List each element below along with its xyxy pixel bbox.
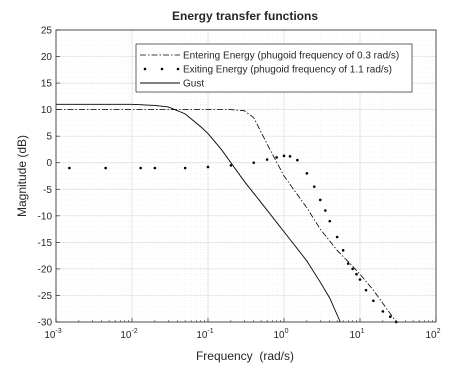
- data-point: [335, 235, 339, 239]
- y-tick-label: -15: [38, 238, 53, 249]
- chart-title: Energy transfer functions: [172, 9, 318, 23]
- x-tick-label: 102: [425, 328, 440, 341]
- data-point: [183, 166, 187, 170]
- x-tick-label: 101: [349, 328, 364, 341]
- data-point: [372, 299, 375, 303]
- series-layer: [56, 103, 398, 324]
- y-tick-label: -20: [38, 264, 53, 275]
- x-tick-label: 100: [273, 328, 288, 341]
- axis-ticks: [55, 29, 437, 323]
- legend-label: Entering Energy (phugoid frequency of 0.…: [183, 51, 399, 62]
- legend-entry-entering-energy: Entering Energy (phugoid frequency of 0.…: [140, 51, 399, 62]
- x-tick-label: 10-1: [196, 328, 213, 341]
- data-point: [282, 154, 286, 158]
- legend-label: Gust: [183, 79, 204, 90]
- data-point: [206, 165, 210, 169]
- legend-entries: Entering Energy (phugoid frequency of 0.…: [140, 51, 399, 90]
- y-tick-label: 10: [41, 105, 53, 116]
- y-tick-label: 0: [46, 158, 52, 169]
- data-point: [68, 166, 71, 170]
- series-gust: [56, 103, 341, 323]
- data-point: [312, 185, 316, 188]
- data-point: [305, 172, 309, 175]
- data-point: [381, 310, 385, 313]
- legend-marker: [176, 67, 180, 71]
- y-tick-label: -30: [38, 318, 53, 329]
- data-point: [318, 198, 322, 202]
- data-point: [358, 278, 362, 281]
- x-tick-label: 10-2: [120, 328, 137, 341]
- x-tick-label: 10-3: [44, 328, 61, 341]
- data-point: [341, 249, 345, 252]
- data-point: [104, 166, 107, 170]
- data-point: [351, 267, 354, 271]
- data-point: [355, 272, 358, 276]
- data-point: [388, 315, 392, 318]
- data-point: [346, 262, 350, 265]
- legend-label: Exiting Energy (phugoid frequency of 1.1…: [183, 65, 392, 76]
- series-exiting-energy: [68, 154, 398, 324]
- y-tick-label: -25: [38, 291, 53, 302]
- legend-marker: [143, 67, 147, 71]
- data-point: [252, 161, 256, 165]
- y-tick-label: -5: [43, 185, 52, 196]
- tick-labels: 10-3 10-2 10-1 100 101 102 25 20 15 10 5 0 -5 -10 -15 -…: [38, 26, 441, 342]
- data-point: [328, 219, 332, 223]
- legend-entry-exiting-energy: Exiting Energy (phugoid frequency of 1.1…: [143, 65, 392, 76]
- data-point: [229, 164, 233, 167]
- y-tick-label: 15: [41, 79, 53, 90]
- data-point: [288, 155, 292, 158]
- legend-marker: [160, 67, 164, 71]
- legend-entry-gust: Gust: [140, 79, 204, 90]
- data-point: [296, 158, 299, 162]
- y-tick-label: 5: [46, 132, 52, 143]
- legend-box: [135, 43, 413, 93]
- axes-box: [55, 29, 437, 323]
- data-point: [324, 209, 327, 212]
- y-tick-label: 20: [41, 52, 53, 63]
- data-point: [153, 166, 157, 170]
- data-point: [364, 288, 368, 292]
- legend: Entering Energy (phugoid frequency of 0.…: [135, 43, 413, 93]
- y-tick-label: -10: [38, 211, 53, 222]
- data-point: [139, 166, 142, 170]
- x-axis-label: Frequency (rad/s): [196, 349, 294, 363]
- y-axis-label: Magnitude (dB): [15, 135, 29, 217]
- data-point: [265, 158, 269, 161]
- y-tick-label: 25: [41, 26, 53, 37]
- series-entering-energy: [56, 109, 397, 323]
- data-point: [275, 156, 278, 159]
